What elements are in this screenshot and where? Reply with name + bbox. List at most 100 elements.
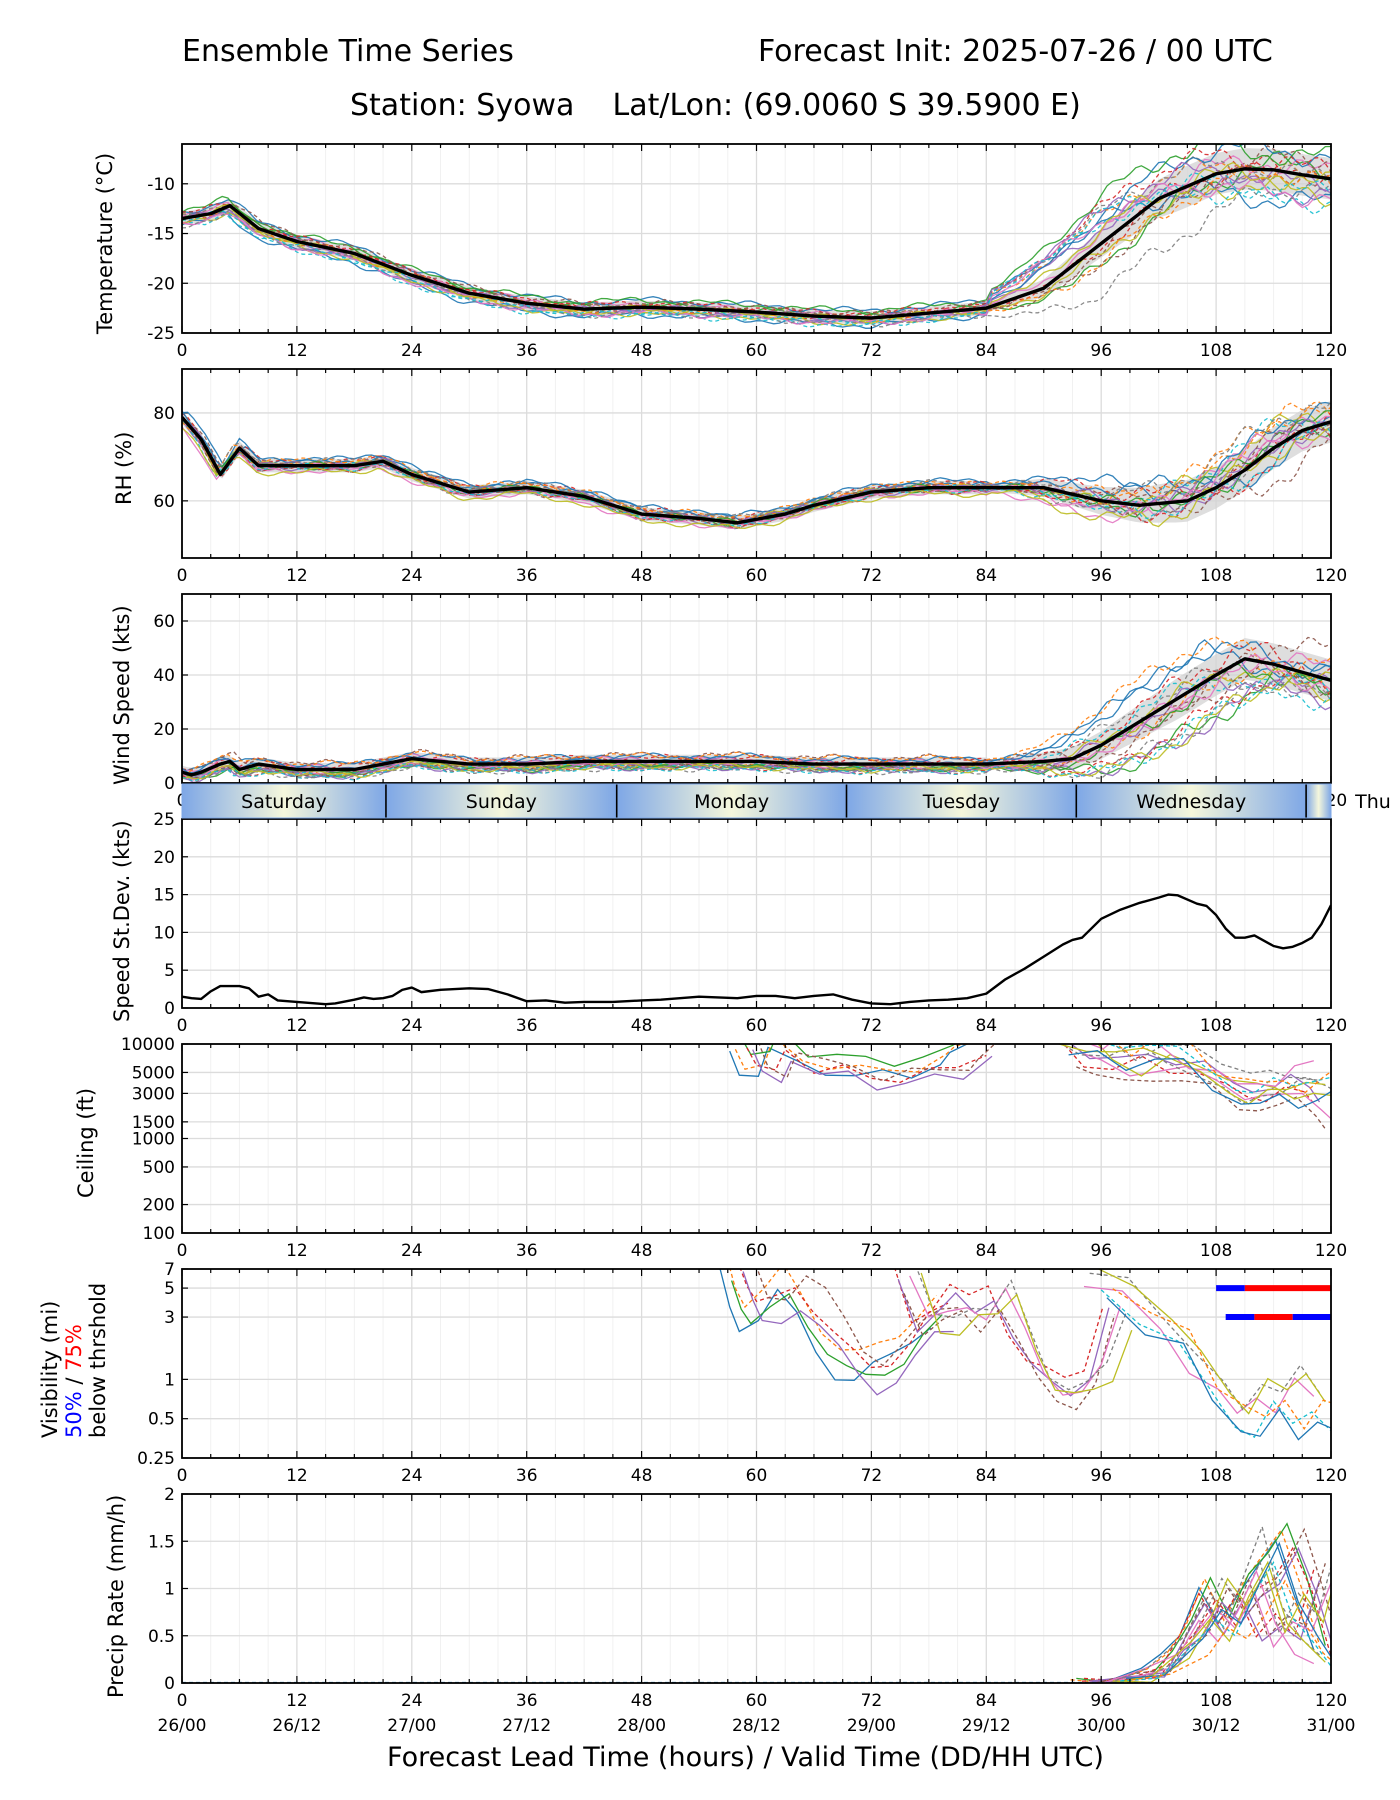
ceiling-frame — [181, 1043, 1332, 1234]
wind-speed-member-line — [182, 641, 1331, 774]
temperature-xtick-label: 60 — [746, 341, 768, 361]
temperature-member-line — [182, 163, 1331, 323]
temperature-panel — [181, 143, 1332, 334]
rh-xtick-label: 48 — [631, 566, 653, 586]
precip-ytick-label: 0.5 — [148, 1627, 175, 1647]
temperature-member-line — [182, 177, 1331, 325]
precip-xtick-label: 60 — [746, 1691, 768, 1711]
valid-time-label: 27/12 — [502, 1716, 551, 1736]
valid-time-label: 26/00 — [158, 1716, 207, 1736]
chart-title-left: Ensemble Time Series — [182, 34, 514, 69]
wind-speed-frame — [181, 593, 1332, 784]
rh-member-line — [182, 417, 1331, 526]
ceiling-xtick-label: 12 — [286, 1241, 308, 1261]
visibility-xtick-label: 108 — [1200, 1466, 1232, 1486]
speed-stdev-series-group — [182, 893, 1331, 1006]
temperature-series-group — [182, 144, 1331, 329]
ceiling-xtick-label: 96 — [1090, 1241, 1112, 1261]
rh-xtick-label: 96 — [1090, 566, 1112, 586]
day-label: Monday — [694, 791, 769, 813]
precip-xtick-label: 84 — [975, 1691, 997, 1711]
speed-stdev-ytick-label: 10 — [153, 923, 175, 943]
ceiling-ytick-label: 10000 — [121, 1035, 175, 1055]
ceiling-xtick-label: 60 — [746, 1241, 768, 1261]
visibility-xtick-label: 60 — [746, 1466, 768, 1486]
rh-spread-band — [182, 400, 1331, 530]
visibility-member-line — [1100, 1289, 1331, 1438]
rh-panel — [181, 368, 1332, 559]
valid-time-label: 28/12 — [732, 1716, 781, 1736]
temperature-member-line — [182, 179, 1331, 329]
visibility-member-line — [1106, 1297, 1331, 1441]
ceiling-xtick-label: 36 — [516, 1241, 538, 1261]
visibility-member-line — [1112, 1288, 1331, 1430]
wind-speed-ytick-label: 0 — [164, 774, 175, 794]
visibility-ylabel: Visibility (mi) 50% / 75% below thrshold — [38, 1283, 110, 1438]
speed-stdev-xtick-label: 24 — [401, 1016, 423, 1036]
ceiling-ylabel: Ceiling (ft) — [74, 1087, 98, 1198]
temperature-xtick-label: 0 — [177, 341, 188, 361]
speed-stdev-ytick-label: 5 — [164, 961, 175, 981]
ceiling-xtick-label: 120 — [1315, 1241, 1347, 1261]
visibility-ytick-label: 7 — [164, 1260, 175, 1280]
ceiling-member-line — [758, 1044, 996, 1082]
precip-xtick-label: 96 — [1090, 1691, 1112, 1711]
day-band-frame — [181, 783, 1332, 819]
day-band-segment — [846, 784, 1077, 818]
speed-stdev-ytick-label: 15 — [153, 886, 175, 906]
visibility-member-line — [719, 1269, 932, 1381]
wind-speed-series-group — [182, 636, 1331, 783]
temperature-xtick-label: 48 — [631, 341, 653, 361]
speed-stdev-ylabel: Speed St.Dev. (kts) — [110, 820, 134, 1022]
temperature-member-line — [182, 183, 1331, 328]
temperature-xtick-label: 96 — [1090, 341, 1112, 361]
wind-speed-member-line — [182, 636, 1331, 771]
visibility-xtick-label: 36 — [516, 1466, 538, 1486]
ceiling-member-line — [1115, 1044, 1331, 1095]
precip-xtick-label: 12 — [286, 1691, 308, 1711]
visibility-member-line — [1083, 1285, 1315, 1415]
speed-stdev-xtick-label: 84 — [975, 1016, 997, 1036]
wind-speed-ylabel: Wind Speed (kts) — [110, 605, 134, 785]
temperature-xtick-label: 108 — [1200, 341, 1232, 361]
ceiling-member-line — [752, 1049, 993, 1091]
visibility-member-line — [1089, 1272, 1321, 1411]
visibility-xtick-label: 0 — [177, 1466, 188, 1486]
precip-xtick-label: 36 — [516, 1691, 538, 1711]
ceiling-ytick-label: 500 — [143, 1158, 175, 1178]
speed-stdev-frame — [181, 818, 1332, 1009]
rh-xtick-label: 72 — [861, 566, 883, 586]
temperature-member-line — [182, 144, 1331, 316]
visibility-member-line — [903, 1293, 1116, 1411]
rh-member-line — [182, 401, 1331, 518]
precip-xtick-label: 108 — [1200, 1691, 1232, 1711]
visibility-member-line — [916, 1269, 1127, 1391]
rh-ytick-label: 80 — [153, 404, 175, 424]
x-axis-label: Forecast Lead Time (hours) / Valid Time … — [387, 1742, 1104, 1773]
day-band-segment — [182, 784, 386, 818]
speed-stdev-xtick-label: 0 — [177, 1016, 188, 1036]
visibility-ytick-label: 5 — [164, 1279, 175, 1299]
wind-speed-member-line — [182, 679, 1331, 783]
speed-stdev-xtick-label: 108 — [1200, 1016, 1232, 1036]
valid-time-label: 29/12 — [962, 1716, 1011, 1736]
temperature-xtick-label: 84 — [975, 341, 997, 361]
precip-xtick-label: 0 — [177, 1691, 188, 1711]
speed-stdev-xtick-label: 96 — [1090, 1016, 1112, 1036]
precip-xtick-label: 120 — [1315, 1691, 1347, 1711]
valid-time-label: 30/00 — [1077, 1716, 1126, 1736]
speed-stdev-line — [182, 893, 1331, 1006]
day-label: Thu — [1354, 791, 1391, 813]
precip-ytick-label: 1.5 — [148, 1532, 175, 1552]
visibility-member-line — [730, 1280, 943, 1376]
rh-ylabel: RH (%) — [112, 431, 136, 505]
valid-time-label: 26/12 — [272, 1716, 321, 1736]
ceiling-ytick-label: 100 — [143, 1224, 175, 1244]
wind-speed-ytick-label: 40 — [153, 666, 175, 686]
ceiling-ytick-label: 3000 — [132, 1084, 175, 1104]
temperature-member-line — [182, 162, 1331, 323]
day-band-segment — [1076, 784, 1307, 818]
visibility-member-line — [756, 1269, 960, 1367]
precip-ytick-label: 2 — [164, 1485, 175, 1505]
ceiling-member-line — [1088, 1044, 1314, 1087]
